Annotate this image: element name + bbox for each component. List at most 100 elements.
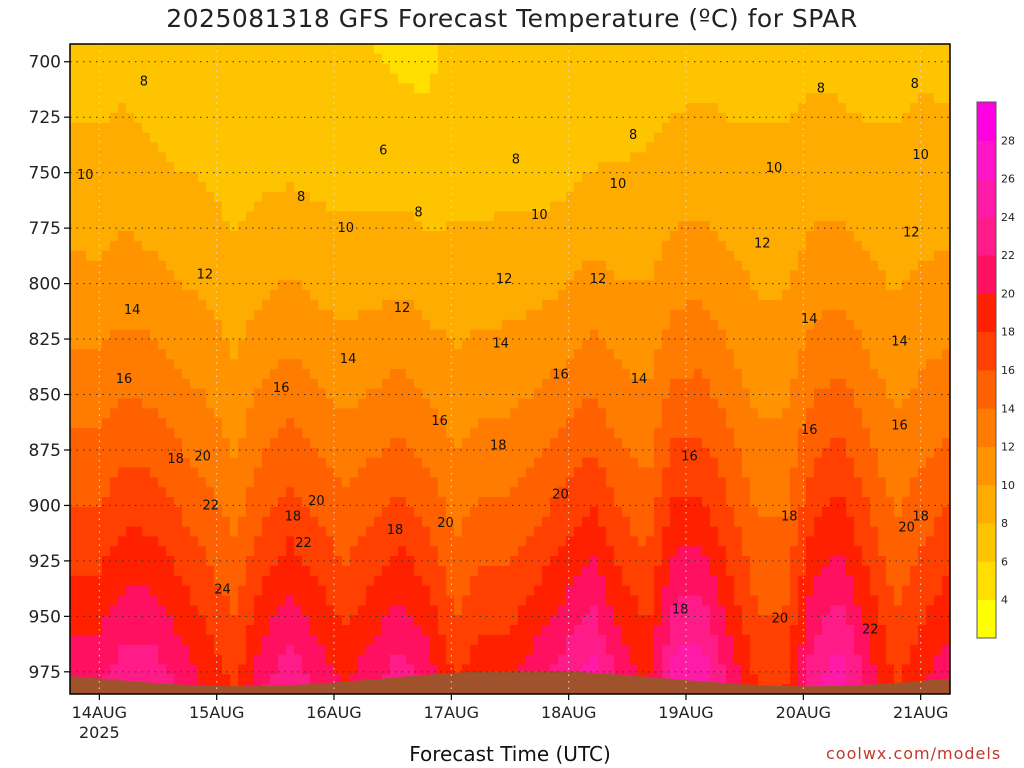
field-cell [286, 516, 295, 528]
field-cell [374, 103, 383, 114]
field-cell [398, 221, 407, 232]
field-cell [294, 388, 303, 400]
field-cell [198, 73, 207, 84]
field-cell [318, 378, 327, 390]
field-cell [334, 437, 343, 449]
field-cell [558, 103, 567, 114]
field-cell [422, 211, 431, 222]
field-cell [414, 398, 423, 409]
field-cell [230, 290, 239, 301]
field-cell [406, 664, 415, 675]
field-cell [158, 270, 167, 281]
field-cell [398, 408, 407, 419]
field-cell [254, 162, 263, 173]
field-cell [350, 674, 359, 685]
field-cell [494, 437, 503, 449]
field-cell [390, 369, 399, 380]
field-cell [190, 457, 199, 469]
field-cell [670, 319, 679, 331]
field-cell [582, 467, 591, 478]
field-cell [334, 359, 343, 370]
field-cell [614, 162, 623, 173]
field-cell [662, 103, 671, 114]
field-cell [238, 359, 247, 370]
field-cell [606, 211, 615, 222]
field-cell [102, 172, 111, 183]
field-cell [582, 418, 591, 429]
field-cell [478, 221, 487, 232]
field-cell [654, 536, 663, 547]
field-cell [494, 319, 503, 331]
field-cell [262, 359, 271, 370]
field-cell [510, 142, 519, 153]
field-cell [350, 359, 359, 370]
field-cell [182, 132, 191, 144]
field-cell [606, 250, 615, 262]
field-cell [214, 654, 223, 666]
field-cell [662, 536, 671, 547]
field-cell [390, 240, 399, 252]
field-cell [262, 112, 271, 124]
field-cell [166, 231, 175, 242]
field-cell [518, 93, 527, 104]
field-cell [254, 585, 263, 597]
field-cell [470, 388, 479, 400]
field-cell [342, 418, 351, 429]
field-cell [630, 181, 639, 193]
field-cell [110, 103, 119, 114]
field-cell [294, 201, 303, 213]
field-cell [190, 44, 199, 55]
field-cell [238, 309, 247, 321]
field-cell [454, 319, 463, 331]
field-cell [94, 53, 103, 65]
field-cell [358, 428, 367, 439]
field-cell [254, 398, 263, 409]
field-cell [286, 309, 295, 321]
field-cell [558, 191, 567, 203]
field-cell [78, 73, 87, 84]
field-cell [206, 536, 215, 547]
field-cell [126, 162, 135, 173]
field-cell [342, 575, 351, 587]
field-cell [598, 250, 607, 262]
field-cell [254, 556, 263, 567]
field-cell [94, 122, 103, 134]
field-cell [246, 132, 255, 144]
field-cell [238, 172, 247, 183]
field-cell [382, 497, 391, 508]
field-cell [78, 231, 87, 242]
field-cell [662, 625, 671, 636]
field-cell [542, 211, 551, 222]
field-cell [406, 467, 415, 478]
field-cell [414, 437, 423, 449]
field-cell [414, 349, 423, 360]
field-cell [382, 73, 391, 84]
field-cell [462, 260, 471, 272]
field-cell [518, 270, 527, 281]
field-cell [310, 674, 319, 685]
field-cell [254, 339, 263, 350]
field-cell [110, 349, 119, 360]
field-cell [126, 418, 135, 429]
field-cell [134, 201, 143, 213]
field-cell [446, 664, 455, 675]
field-cell [446, 605, 455, 616]
field-cell [598, 388, 607, 400]
field-cell [566, 309, 575, 321]
field-cell [406, 516, 415, 528]
field-cell [502, 83, 511, 94]
field-cell [534, 664, 543, 675]
field-cell [102, 231, 111, 242]
field-cell [574, 575, 583, 587]
field-cell [638, 418, 647, 429]
field-cell [382, 270, 391, 281]
field-cell [478, 309, 487, 321]
field-cell [390, 575, 399, 587]
field-cell [438, 122, 447, 134]
field-cell [262, 536, 271, 547]
field-cell [342, 664, 351, 675]
field-cell [238, 565, 247, 577]
field-cell [262, 506, 271, 518]
field-cell [366, 172, 375, 183]
field-cell [166, 487, 175, 498]
